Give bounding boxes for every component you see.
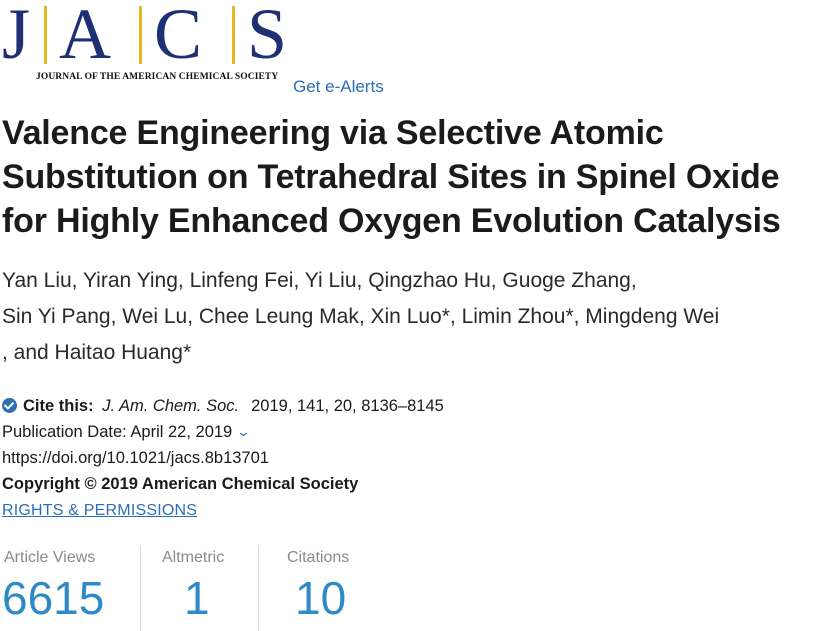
metric-divider	[258, 545, 259, 631]
metric-value: 6615	[2, 572, 105, 624]
title-line: Substitution on Tetrahedral Sites in Spi…	[2, 158, 780, 196]
cite-this-row[interactable]: Cite this: J. Am. Chem. Soc. 2019, 141, 2…	[2, 393, 828, 419]
doi-row[interactable]: https://doi.org/10.1021/jacs.8b13701	[2, 445, 828, 471]
metric-value: 1	[184, 572, 210, 624]
logo-divider	[232, 6, 235, 64]
logo-letter-a: A	[59, 0, 111, 74]
logo-divider	[44, 6, 47, 64]
get-e-alerts-link[interactable]: Get e-Alerts	[293, 77, 384, 96]
publication-date: Publication Date: April 22, 2019	[2, 423, 233, 441]
publication-date-row[interactable]: Publication Date: April 22, 2019 ⌄	[2, 419, 828, 445]
author-line[interactable]: , and Haitao Huang*	[2, 341, 192, 364]
doi-link[interactable]: https://doi.org/10.1021/jacs.8b13701	[2, 449, 269, 467]
article-title: Valence Engineering via Selective Atomic…	[2, 111, 828, 243]
metric-altmetric[interactable]: Altmetric 1	[141, 545, 258, 631]
article-meta: Cite this: J. Am. Chem. Soc. 2019, 141, 2…	[2, 393, 828, 523]
copyright-row: Copyright © 2019 American Chemical Socie…	[2, 471, 828, 497]
metric-divider	[140, 545, 141, 631]
metric-value: 10	[295, 572, 347, 624]
metric-citations[interactable]: Citations 10	[259, 545, 399, 631]
title-line: Valence Engineering via Selective Atomic	[2, 114, 664, 152]
cite-this-label[interactable]: Cite this:	[23, 397, 94, 415]
title-line: for Highly Enhanced Oxygen Evolution Cat…	[2, 202, 781, 240]
author-list[interactable]: Yan Liu, Yiran Ying, Linfeng Fei, Yi Liu…	[2, 263, 828, 371]
metric-article-views[interactable]: Article Views 6615	[0, 545, 140, 631]
logo-letter-j: J	[2, 0, 31, 74]
logo-subtitle: JOURNAL OF THE AMERICAN CHEMICAL SOCIETY	[36, 72, 279, 82]
copyright-text: Copyright © 2019 American Chemical Socie…	[2, 475, 359, 493]
article-metrics: Article Views 6615 Altmetric 1 Citations…	[0, 545, 828, 631]
metric-label: Citations	[287, 549, 350, 566]
journal-abbreviation: J. Am. Chem. Soc.	[102, 397, 240, 415]
logo-divider	[139, 6, 142, 64]
rights-row[interactable]: RIGHTS & PERMISSIONS	[2, 497, 828, 523]
citation-details: 2019, 141, 20, 8136–8145	[251, 397, 444, 415]
author-line[interactable]: Yan Liu, Yiran Ying, Linfeng Fei, Yi Liu…	[2, 269, 637, 292]
logo-letter-s: S	[247, 0, 288, 74]
metric-label: Article Views	[4, 549, 96, 566]
logo-letter-c: C	[154, 0, 203, 74]
check-circle-icon	[2, 398, 17, 413]
rights-permissions-link[interactable]: RIGHTS & PERMISSIONS	[2, 502, 198, 519]
chevron-down-icon[interactable]: ⌄	[236, 424, 251, 439]
author-line[interactable]: Sin Yi Pang, Wei Lu, Chee Leung Mak, Xin…	[2, 305, 720, 328]
metric-label: Altmetric	[162, 549, 225, 566]
